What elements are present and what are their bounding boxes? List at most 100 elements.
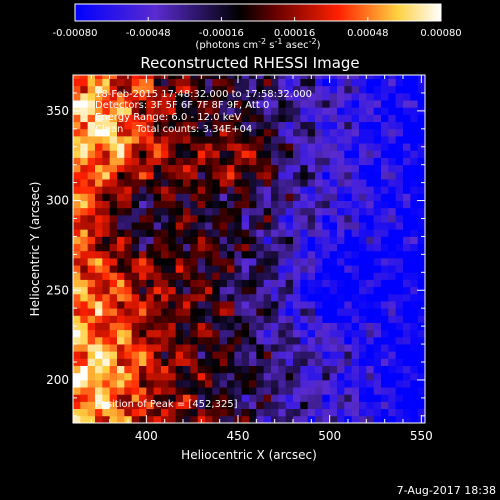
heatmap-cell (271, 236, 279, 245)
heatmap-cell (109, 250, 118, 259)
heatmap-cell (322, 179, 331, 187)
heatmap-cell (344, 193, 353, 201)
heatmap-cell (285, 214, 294, 223)
heatmap-cell (212, 164, 221, 173)
heatmap-cell (329, 179, 338, 187)
heatmap-cell (410, 121, 419, 130)
heatmap-cell (307, 394, 316, 402)
heatmap-cell (249, 293, 257, 302)
heatmap-cell (73, 243, 81, 252)
heatmap-cell (73, 229, 81, 237)
heatmap-cell (322, 207, 331, 216)
heatmap-cell (117, 92, 125, 101)
heatmap-cell (329, 121, 338, 130)
heatmap-cell (234, 401, 243, 410)
heatmap-cell (359, 193, 367, 201)
heatmap-cell (102, 336, 111, 345)
heatmap-cell (219, 286, 228, 295)
heatmap-cell (351, 143, 360, 151)
heatmap-cell (307, 236, 316, 245)
heatmap-cell (300, 171, 309, 180)
heatmap-cell (249, 265, 257, 273)
heatmap-cell (87, 322, 96, 331)
heatmap-cell (410, 265, 419, 273)
heatmap-cell (366, 301, 375, 309)
heatmap-cell (102, 229, 111, 237)
heatmap-cell (329, 387, 338, 395)
heatmap-cell (373, 358, 382, 366)
heatmap-cell (373, 279, 382, 288)
heatmap-cell (300, 301, 309, 309)
heatmap-cell (161, 114, 169, 123)
heatmap-cell (344, 214, 353, 223)
heatmap-cell (175, 358, 184, 366)
heatmap-cell (256, 336, 265, 345)
y-tick-label: 200 (46, 373, 69, 387)
heatmap-cell (322, 365, 331, 374)
heatmap-cell (183, 78, 191, 87)
heatmap-cell (168, 387, 177, 395)
heatmap-cell (241, 114, 250, 123)
heatmap-cell (410, 336, 419, 345)
heatmap-cell (337, 92, 345, 101)
heatmap-cell (315, 315, 323, 323)
heatmap-cell (337, 344, 345, 352)
heatmap-cell (271, 200, 279, 209)
heatmap-cell (351, 135, 360, 144)
heatmap-cell (175, 394, 184, 402)
heatmap-cell (366, 401, 375, 410)
heatmap-cell (227, 207, 235, 216)
heatmap-cell (388, 293, 397, 302)
heatmap-cell (190, 85, 199, 94)
heatmap-cell (300, 100, 309, 108)
heatmap-cell (381, 408, 389, 417)
heatmap-cell (175, 157, 184, 166)
heatmap-cell (293, 394, 301, 402)
heatmap-cell (139, 301, 147, 309)
heatmap-cell (403, 157, 411, 166)
heatmap-cell (410, 387, 419, 395)
heatmap-cell (410, 329, 419, 338)
heatmap-cell (212, 171, 221, 180)
heatmap-cell (344, 329, 353, 338)
heatmap-cell (109, 200, 118, 209)
heatmap-cell (183, 214, 191, 223)
heatmap-cell (241, 135, 250, 144)
heatmap-cell (256, 114, 265, 123)
heatmap-cell (403, 329, 411, 338)
heatmap-cell (146, 157, 155, 166)
heatmap-cell (322, 308, 331, 316)
heatmap-cell (219, 301, 228, 309)
heatmap-cell (315, 344, 323, 352)
heatmap-cell (109, 135, 118, 144)
heatmap-cell (219, 114, 228, 123)
heatmap-cell (278, 243, 287, 252)
heatmap-cell (278, 308, 287, 316)
heatmap-cell (146, 193, 155, 201)
heatmap-cell (227, 257, 235, 266)
heatmap-cell (102, 415, 111, 423)
heatmap-cell (410, 75, 419, 79)
heatmap-cell (344, 322, 353, 331)
heatmap-cell (337, 401, 345, 410)
heatmap-cell (307, 344, 316, 352)
heatmap-cell (175, 135, 184, 144)
heatmap-cell (329, 193, 338, 201)
heatmap-cell (329, 286, 338, 295)
heatmap-cell (197, 351, 206, 359)
heatmap-cell (388, 135, 397, 144)
heatmap-cell (212, 358, 221, 366)
heatmap-cell (403, 92, 411, 101)
heatmap-cell (403, 379, 411, 388)
heatmap-cell (373, 415, 382, 423)
heatmap-cell (249, 250, 257, 259)
heatmap-cell (117, 336, 125, 345)
heatmap-cell (183, 408, 191, 417)
heatmap-cell (219, 408, 228, 417)
heatmap-cell (175, 401, 184, 410)
heatmap-cell (241, 171, 250, 180)
heatmap-cell (373, 308, 382, 316)
heatmap-cell (95, 207, 103, 216)
heatmap-cell (95, 75, 103, 79)
heatmap-cell (344, 293, 353, 302)
